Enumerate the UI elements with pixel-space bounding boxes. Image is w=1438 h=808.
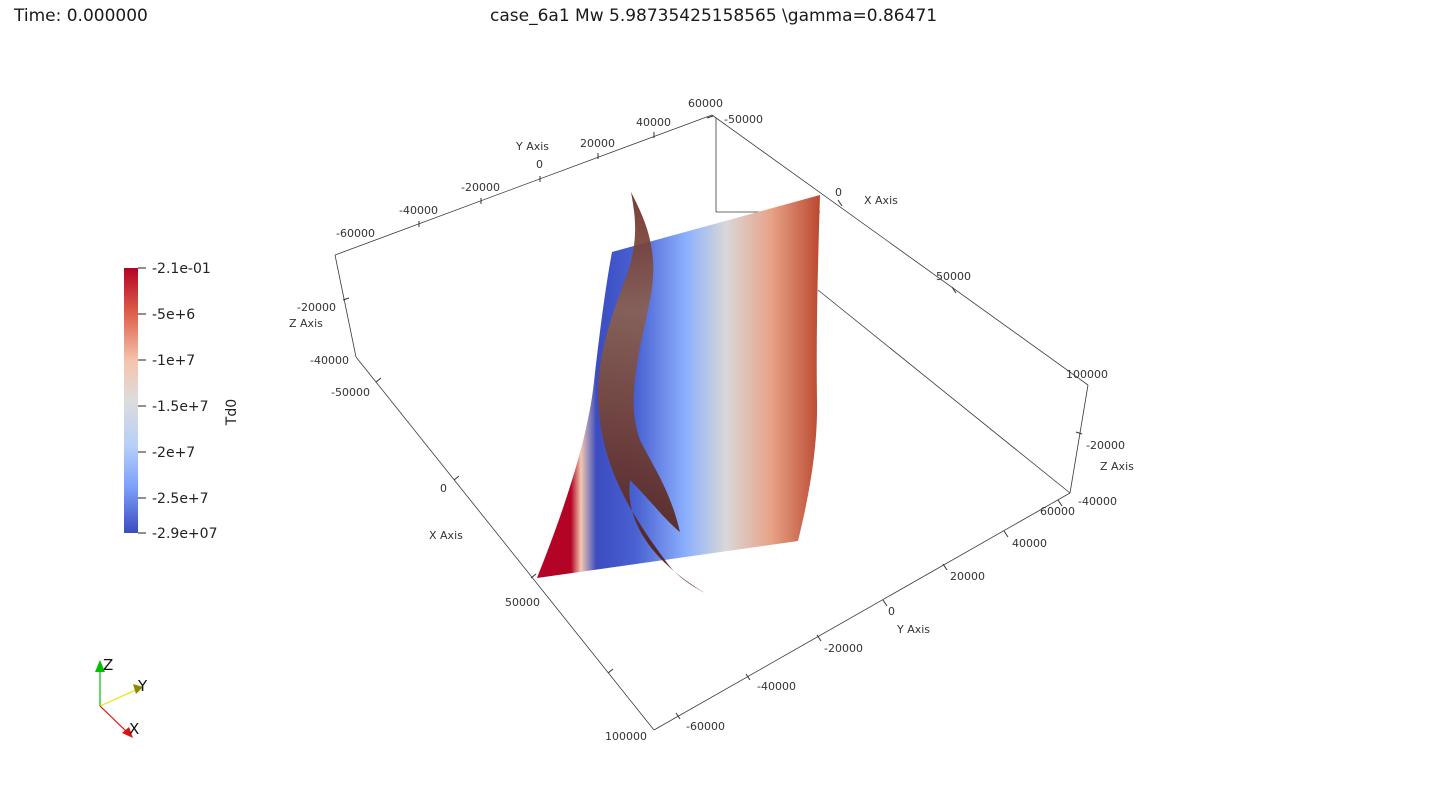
secondary-fault-surface [598, 192, 705, 593]
top-y-axis: 60000 40000 20000 0 -20000 -40000 -60000… [336, 97, 723, 240]
left-z-tick: -20000 [297, 301, 336, 314]
fault-surface [537, 195, 820, 578]
color-bar-tick: -1e+7 [152, 353, 195, 369]
bottom-y-tick: 0 [888, 605, 895, 618]
color-bar-tick: -1.5e+7 [152, 399, 209, 415]
bottom-y-tick: 20000 [950, 570, 985, 583]
bottom-y-tick: 60000 [1040, 505, 1075, 518]
orientation-x-label: X [129, 720, 139, 738]
color-bar-tick: -5e+6 [152, 307, 195, 323]
color-bar-gradient [124, 268, 138, 533]
orientation-y-label: Y [137, 677, 148, 695]
z-axis-label: Z Axis [289, 317, 323, 330]
top-y-tick: -20000 [461, 181, 500, 194]
orientation-z-label: Z [103, 656, 113, 674]
x-axis-label: X Axis [429, 529, 463, 542]
bottom-y-tick: -40000 [757, 680, 796, 693]
left-x-tick: 50000 [505, 596, 540, 609]
left-x-tick: -50000 [331, 386, 370, 399]
color-bar: -2.1e-01 -5e+6 -1e+7 -1.5e+7 -2e+7 -2.5e… [124, 261, 240, 542]
left-z-tick: -40000 [310, 354, 349, 367]
left-z-axis: -20000 Z Axis -40000 [289, 297, 350, 367]
right-z-tick: -40000 [1078, 495, 1117, 508]
left-x-axis: -50000 0 X Axis 50000 100000 [331, 377, 647, 743]
left-x-tick: 0 [440, 482, 447, 495]
z-arrow-icon [95, 660, 105, 672]
bottom-y-tick: -60000 [686, 720, 725, 733]
right-z-axis: -20000 Z Axis -40000 [1075, 431, 1134, 508]
y-axis-label: Y Axis [515, 140, 549, 153]
top-y-tick: -60000 [336, 227, 375, 240]
color-bar-tick: -2.5e+7 [152, 491, 209, 507]
top-x-axis: -50000 0 50000 100000 X Axis [724, 113, 1108, 381]
bottom-y-axis: 60000 40000 20000 0 Y Axis -20000 -40000… [675, 499, 1075, 733]
color-bar-tick: -2e+7 [152, 445, 195, 461]
top-x-tick: 50000 [936, 270, 971, 283]
z-axis-label: Z Axis [1100, 460, 1134, 473]
left-x-tick: 100000 [605, 730, 647, 743]
top-y-tick: 20000 [580, 137, 615, 150]
top-y-tick: -40000 [399, 204, 438, 217]
color-bar-tick: -2.1e-01 [152, 261, 211, 277]
plot-title: case_6a1 Mw 5.98735425158565 \gamma=0.86… [490, 6, 938, 26]
color-bar-title: Td0 [224, 399, 240, 426]
top-y-tick: 0 [536, 158, 543, 171]
orientation-axes-widget[interactable]: Z Y X [95, 656, 148, 738]
bottom-y-tick: 40000 [1012, 537, 1047, 550]
bottom-y-tick: -20000 [824, 642, 863, 655]
top-y-tick: 40000 [636, 116, 671, 129]
x-arrow-icon [122, 727, 133, 738]
top-x-tick: 0 [835, 186, 842, 199]
color-bar-tick: -2.9e+07 [152, 526, 217, 542]
top-y-tick: 60000 [688, 97, 723, 110]
top-x-tick: -50000 [724, 113, 763, 126]
time-label: Time: 0.000000 [14, 6, 148, 26]
right-z-tick: -20000 [1086, 439, 1125, 452]
y-arrow-icon [133, 684, 143, 694]
top-x-tick: 100000 [1066, 368, 1108, 381]
y-axis-label: Y Axis [896, 623, 930, 636]
x-axis-label: X Axis [864, 194, 898, 207]
